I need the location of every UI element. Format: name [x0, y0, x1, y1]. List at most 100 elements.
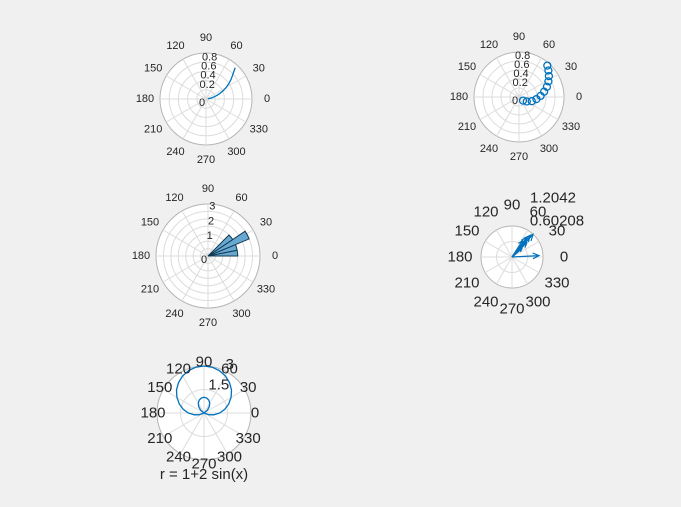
theta-tick-label: 30 — [565, 61, 577, 73]
r-tick-label: 1.5 — [208, 377, 229, 394]
theta-tick-label: 210 — [458, 121, 476, 133]
scatter-marker — [543, 61, 552, 70]
theta-tick-label: 120 — [480, 39, 498, 51]
theta-tick-label: 210 — [147, 430, 172, 447]
r-tick-label: 0.8 — [202, 51, 217, 63]
theta-tick-label: 0 — [576, 91, 582, 103]
theta-tick-label: 270 — [499, 301, 524, 318]
theta-tick-label: 270 — [191, 456, 216, 473]
theta-tick-label: 60 — [543, 39, 555, 51]
theta-tick-label: 270 — [510, 151, 528, 163]
r-tick-labels: 01 2 3 — [201, 201, 215, 266]
theta-tick-label: 60 — [530, 204, 547, 221]
r-tick-label: 0.8 — [515, 50, 530, 62]
r-tick-label: 0 — [512, 95, 518, 107]
theta-tick-label: 150 — [144, 63, 162, 75]
theta-tick-label: 180 — [447, 249, 472, 266]
theta-tick-label: 30 — [260, 217, 272, 229]
r-tick-label: 2 — [208, 215, 214, 227]
theta-tick-label: 300 — [540, 143, 558, 155]
theta-tick-label: 150 — [458, 61, 476, 73]
theta-tick-label: 120 — [473, 204, 498, 221]
theta-tick-label: 150 — [141, 217, 159, 229]
ezpolar-series — [175, 365, 233, 416]
r-tick-label: 0.4 — [513, 68, 528, 80]
theta-tick-label: 300 — [227, 146, 245, 158]
r-tick-labels: 0.60208 1.2042 — [530, 190, 584, 230]
r-tick-label: 0.2 — [513, 77, 528, 89]
theta-tick-label: 180 — [136, 93, 154, 105]
theta-tick-label: 0 — [560, 249, 568, 266]
r-tick-labels: 0 0.20.40.60.8 — [199, 51, 217, 109]
polarplot-chart: 030609012015018021024027030033000.20.40.… — [136, 32, 270, 166]
theta-tick-label: 270 — [199, 317, 217, 329]
theta-tick-label: 90 — [200, 32, 212, 44]
theta-tick-label: 180 — [140, 405, 165, 422]
theta-tick-label: 210 — [454, 275, 479, 292]
scatter-marker — [544, 77, 553, 86]
theta-tick-label: 120 — [166, 360, 191, 377]
r-tick-label: 3 — [209, 201, 215, 213]
theta-tick-label: 300 — [525, 294, 550, 311]
polar-grid — [159, 52, 253, 146]
theta-tick-label: 0 — [264, 93, 270, 105]
polarscatter-chart: 030609012015018021024027030033000.20.40.… — [450, 31, 582, 163]
theta-tick-label: 330 — [236, 430, 261, 447]
r-tick-label: 0 — [199, 97, 205, 109]
theta-tick-label: 330 — [250, 124, 268, 136]
theta-tick-label: 150 — [147, 379, 172, 396]
theta-tick-label: 240 — [480, 143, 498, 155]
theta-tick-label: 210 — [141, 284, 159, 296]
theta-tick-label: 210 — [144, 124, 162, 136]
r-tick-label: 0.6 — [201, 61, 216, 73]
polar-line — [175, 365, 233, 416]
theta-tick-label: 270 — [197, 154, 215, 166]
theta-tick-label: 150 — [454, 223, 479, 240]
theta-tick-label: 30 — [253, 63, 265, 75]
r-tick-label: 0.2 — [200, 79, 215, 91]
theta-tick-label: 240 — [473, 294, 498, 311]
scatter-marker — [522, 97, 531, 106]
polarhistogram-series — [207, 230, 250, 257]
r-tick-label: 0.4 — [200, 70, 215, 82]
theta-tick-label: 240 — [166, 449, 191, 466]
theta-tick-label: 90 — [504, 197, 521, 214]
compass-series — [511, 233, 541, 260]
theta-tick-label: 30 — [240, 379, 257, 396]
theta-tick-label: 180 — [132, 250, 150, 262]
scatter-marker — [527, 97, 536, 106]
polar-grid — [480, 225, 544, 289]
theta-tick-labels: 0 30 60 90 120 150 180 210 240 270 300 330 — [136, 32, 270, 166]
theta-tick-label: 90 — [202, 183, 214, 195]
theta-tick-label: 90 — [196, 354, 213, 371]
theta-tick-label: 120 — [165, 192, 183, 204]
compass-arrow — [511, 252, 541, 260]
theta-tick-label: 120 — [166, 40, 184, 52]
polarplot-series — [207, 67, 236, 100]
r-tick-labels: 0 0.20.40.60.8 — [512, 50, 530, 107]
theta-tick-label: 0 — [272, 250, 278, 262]
histogram-wedge — [207, 234, 234, 257]
theta-tick-label: 240 — [166, 146, 184, 158]
ezpolar-equation-title: r = 1+2 sin(x) — [159, 466, 249, 483]
polar-line — [207, 67, 236, 100]
theta-tick-label: 90 — [513, 31, 525, 43]
theta-tick-label: 300 — [217, 449, 242, 466]
theta-tick-label: 330 — [544, 275, 569, 292]
r-tick-label: 0.6 — [514, 59, 529, 71]
theta-tick-label: 330 — [562, 121, 580, 133]
histogram-wedge — [207, 230, 250, 257]
r-tick-label: 0 — [201, 254, 207, 266]
theta-tick-label: 60 — [230, 40, 242, 52]
polarscatter-series — [518, 61, 554, 106]
compass-arrow — [511, 239, 524, 258]
